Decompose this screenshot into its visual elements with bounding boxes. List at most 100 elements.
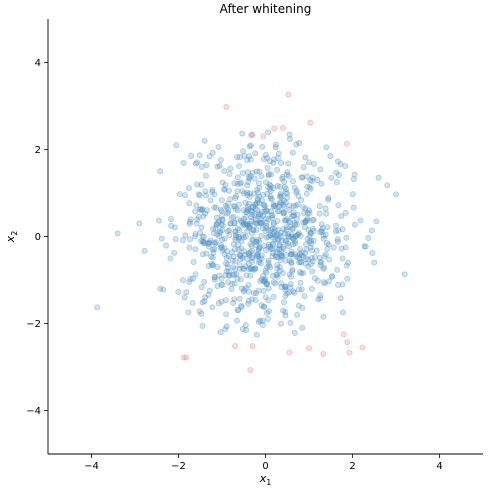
inlier-point xyxy=(340,309,346,316)
inlier-point xyxy=(163,242,169,249)
inlier-point xyxy=(239,219,246,226)
inlier-point xyxy=(276,242,283,249)
inlier-point xyxy=(264,315,271,322)
inlier-point xyxy=(221,186,228,193)
inlier-point xyxy=(338,213,345,220)
inlier-point xyxy=(318,228,325,235)
inlier-point xyxy=(249,258,256,265)
inlier-point xyxy=(252,201,258,208)
inlier-point xyxy=(182,232,189,239)
inlier-point xyxy=(292,233,299,240)
inlier-point xyxy=(282,284,288,291)
inlier-point xyxy=(277,183,283,190)
inlier-point xyxy=(249,247,256,254)
inlier-point xyxy=(181,294,188,301)
inlier-point xyxy=(210,226,217,232)
inlier-point xyxy=(297,232,304,239)
inlier-point xyxy=(282,237,289,244)
inlier-point xyxy=(235,201,242,208)
inlier-point xyxy=(252,206,259,213)
inlier-point xyxy=(309,258,316,265)
inlier-point xyxy=(244,189,251,196)
inlier-point xyxy=(218,281,225,288)
x-tick-label: 4 xyxy=(436,461,442,472)
inlier-point xyxy=(211,191,218,198)
inlier-point xyxy=(262,276,269,282)
inlier-point xyxy=(270,219,277,226)
inlier-point xyxy=(273,272,280,278)
inlier-point xyxy=(234,225,241,232)
outlier-point xyxy=(232,343,238,350)
inlier-point xyxy=(218,221,225,228)
inlier-point xyxy=(197,206,203,213)
inlier-point xyxy=(265,257,272,264)
inlier-point xyxy=(304,236,311,242)
inlier-point xyxy=(282,286,289,293)
inlier-point xyxy=(289,213,295,220)
inlier-point xyxy=(311,160,317,167)
chart-title: After whitening xyxy=(220,2,312,16)
inlier-point xyxy=(176,191,183,198)
inlier-point xyxy=(240,207,247,214)
outlier-point xyxy=(279,124,286,131)
inlier-point xyxy=(245,260,252,267)
inlier-point xyxy=(263,309,270,316)
inlier-point xyxy=(265,172,272,179)
inlier-point xyxy=(325,194,332,201)
inlier-point xyxy=(255,247,262,254)
inlier-point xyxy=(243,284,249,291)
inlier-point xyxy=(280,270,286,276)
inlier-point xyxy=(246,250,252,257)
inlier-point xyxy=(232,236,239,243)
inlier-point xyxy=(384,182,391,189)
inlier-point xyxy=(281,197,287,204)
inlier-point xyxy=(304,215,311,222)
inlier-point xyxy=(230,203,237,210)
inlier-point xyxy=(332,222,339,229)
inlier-point xyxy=(263,215,270,222)
inlier-point xyxy=(271,203,278,210)
inlier-point xyxy=(209,187,216,193)
outlier-point xyxy=(286,349,293,356)
inlier-point xyxy=(235,241,242,248)
inlier-point xyxy=(274,208,281,215)
inlier-point xyxy=(186,218,193,225)
inlier-point xyxy=(350,176,357,183)
inlier-point xyxy=(276,193,283,200)
inlier-point xyxy=(277,250,283,257)
inlier-point xyxy=(265,129,271,136)
inlier-point xyxy=(266,308,273,314)
inlier-point xyxy=(267,195,274,202)
inlier-point xyxy=(240,220,247,227)
inlier-point xyxy=(269,234,276,241)
inlier-point xyxy=(247,272,254,279)
inlier-point xyxy=(293,141,300,148)
inlier-point xyxy=(228,286,235,292)
inlier-point xyxy=(245,300,252,307)
inlier-point xyxy=(201,137,208,144)
inlier-point xyxy=(218,242,225,249)
inlier-point xyxy=(269,253,276,260)
inlier-point xyxy=(214,264,221,271)
inlier-point xyxy=(310,228,317,234)
inlier-point xyxy=(261,278,268,285)
inlier-point xyxy=(245,207,252,214)
inlier-point xyxy=(255,253,262,260)
inlier-point xyxy=(294,253,301,260)
inlier-point xyxy=(282,283,288,290)
inlier-point xyxy=(240,222,247,228)
inlier-point xyxy=(290,235,297,242)
inlier-point xyxy=(268,208,275,215)
inlier-point xyxy=(280,299,287,306)
inlier-point xyxy=(247,265,254,272)
inlier-point xyxy=(244,191,251,198)
inlier-point xyxy=(251,266,258,273)
inlier-point xyxy=(253,199,260,206)
inlier-point xyxy=(238,302,245,309)
inlier-point xyxy=(222,202,229,209)
inlier-point xyxy=(244,255,251,262)
inlier-point xyxy=(242,263,249,270)
inlier-point xyxy=(228,214,235,221)
inlier-point xyxy=(211,204,218,211)
inlier-point xyxy=(309,247,315,254)
